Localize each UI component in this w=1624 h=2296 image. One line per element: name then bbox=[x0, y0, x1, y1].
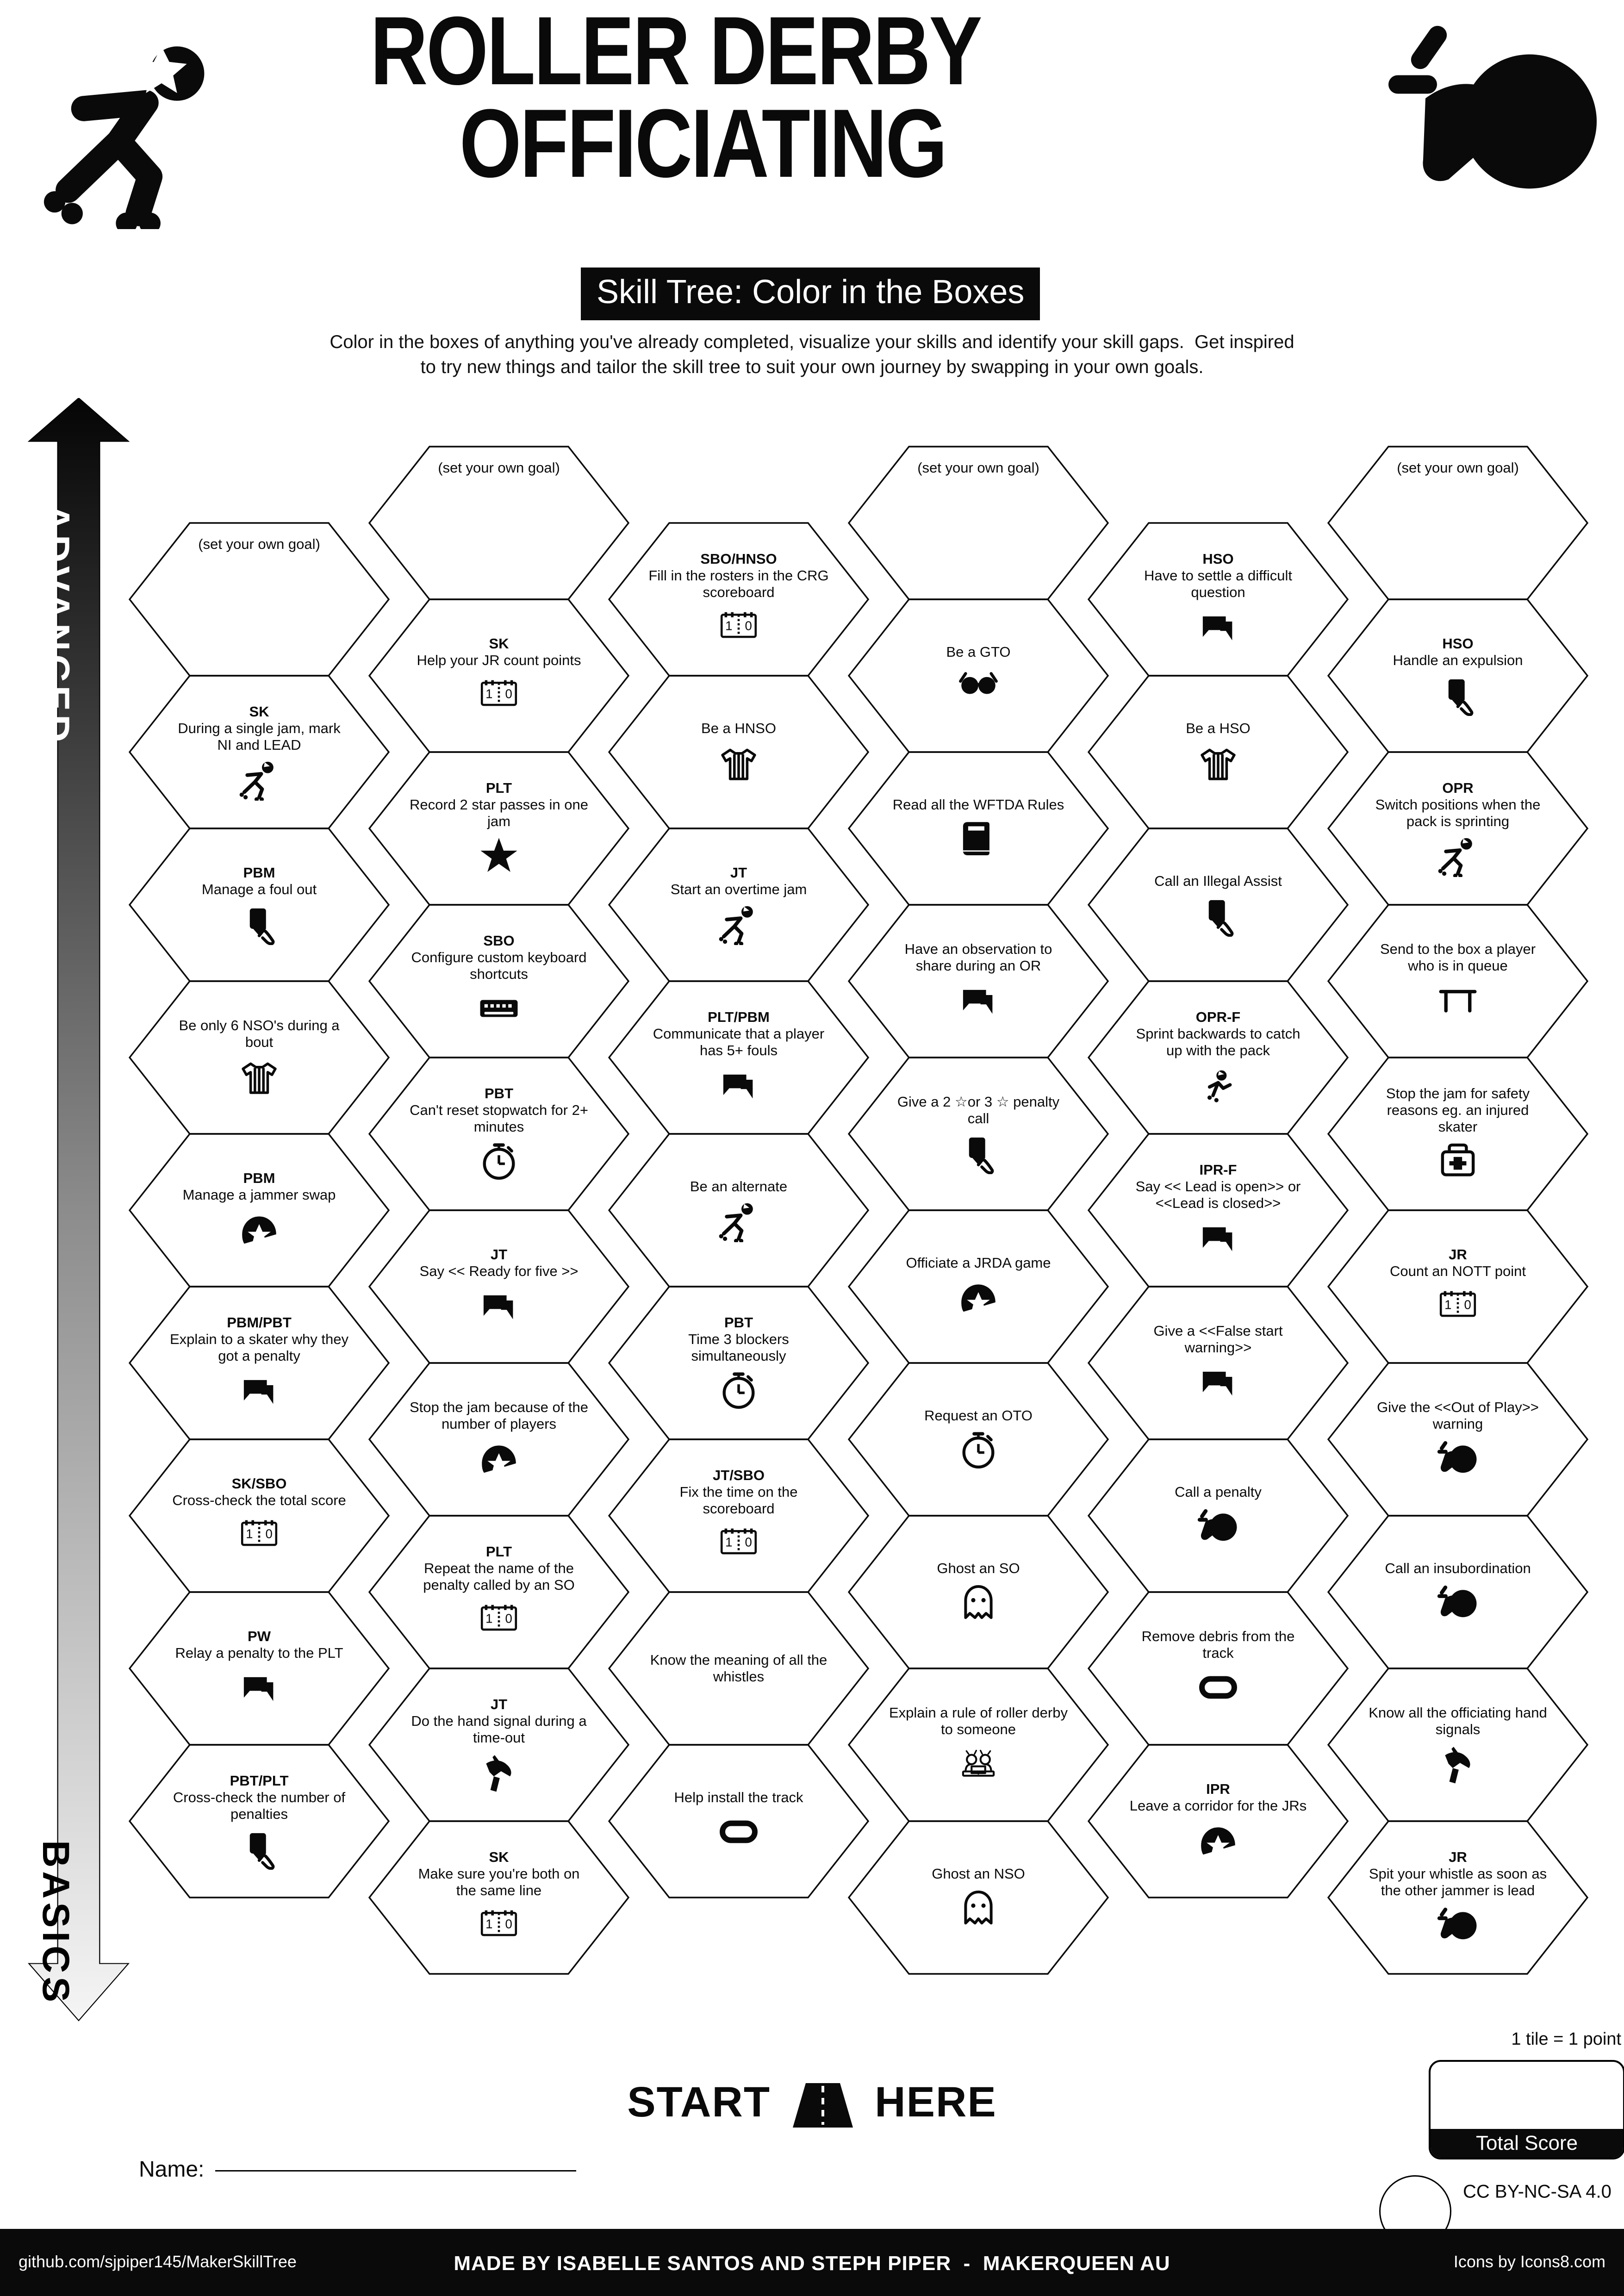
svg-text:0: 0 bbox=[745, 618, 752, 633]
svg-text:0: 0 bbox=[265, 1526, 272, 1541]
svg-text:0: 0 bbox=[505, 686, 512, 701]
svg-text:1: 1 bbox=[485, 1916, 492, 1931]
svg-text:0: 0 bbox=[1464, 1297, 1471, 1312]
svg-text:0: 0 bbox=[745, 1535, 752, 1549]
svg-text:0: 0 bbox=[505, 1916, 512, 1931]
svg-text:1: 1 bbox=[725, 1535, 732, 1549]
svg-text:1: 1 bbox=[485, 1611, 492, 1625]
svg-text:1: 1 bbox=[246, 1526, 253, 1541]
svg-text:1: 1 bbox=[1444, 1297, 1451, 1312]
svg-text:1: 1 bbox=[485, 686, 492, 701]
svg-text:1: 1 bbox=[725, 618, 732, 633]
svg-text:0: 0 bbox=[505, 1611, 512, 1625]
